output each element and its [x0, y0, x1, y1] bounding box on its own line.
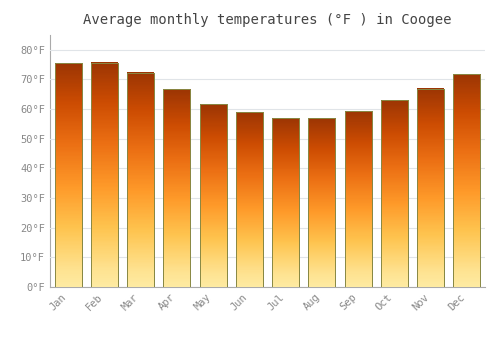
Bar: [91, 63, 118, 287]
Bar: [344, 112, 372, 287]
Bar: [454, 74, 480, 287]
Bar: [381, 100, 408, 287]
Bar: [417, 89, 444, 287]
Bar: [308, 118, 336, 287]
Bar: [417, 89, 444, 287]
Bar: [164, 89, 190, 287]
Bar: [272, 118, 299, 287]
Bar: [236, 112, 263, 287]
Bar: [200, 104, 226, 287]
Bar: [127, 73, 154, 287]
Bar: [236, 112, 263, 287]
Bar: [200, 104, 226, 287]
Bar: [454, 74, 480, 287]
Bar: [164, 89, 190, 287]
Bar: [344, 112, 372, 287]
Bar: [381, 100, 408, 287]
Bar: [91, 63, 118, 287]
Bar: [308, 118, 336, 287]
Bar: [272, 118, 299, 287]
Bar: [54, 63, 82, 287]
Title: Average monthly temperatures (°F ) in Coogee: Average monthly temperatures (°F ) in Co…: [83, 13, 452, 27]
Bar: [127, 73, 154, 287]
Bar: [54, 63, 82, 287]
